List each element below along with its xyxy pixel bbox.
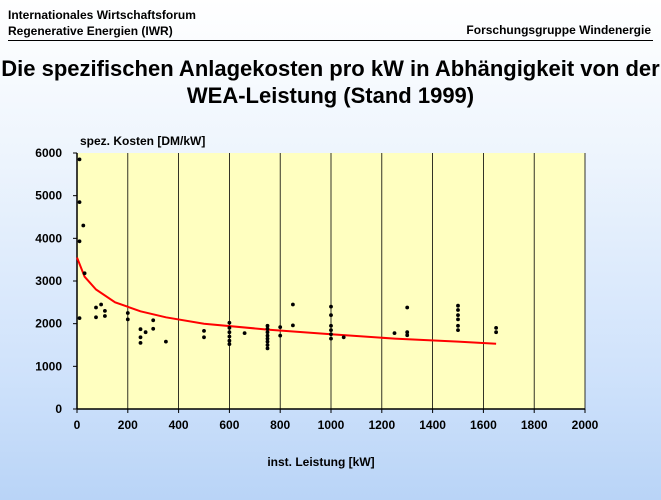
data-point: [94, 315, 98, 320]
data-point: [103, 314, 107, 318]
data-point: [265, 333, 270, 338]
data-point: [227, 338, 232, 343]
data-point: [456, 313, 460, 317]
data-point: [456, 328, 460, 332]
data-point: [291, 302, 295, 307]
data-point: [99, 302, 103, 307]
x-tick-label: 400: [169, 418, 189, 432]
x-tick-label: 2000: [572, 418, 599, 432]
data-point: [329, 323, 333, 328]
header-divider: [8, 40, 653, 41]
x-tick-label: 200: [118, 418, 138, 432]
data-point: [202, 329, 206, 333]
y-tick-label: 5000: [35, 189, 62, 203]
data-point: [227, 320, 232, 325]
data-point: [405, 333, 410, 338]
data-point: [278, 333, 283, 338]
data-point: [227, 326, 232, 330]
data-point: [494, 326, 498, 330]
x-tick-label: 1200: [368, 418, 395, 432]
x-tick-label: 800: [270, 418, 290, 432]
research-group-label: Forschungsgruppe Windenergie: [466, 23, 651, 37]
y-tick-labels: 0 1000 2000 3000 4000 5000 6000: [35, 146, 62, 416]
data-point: [456, 323, 460, 328]
data-point: [125, 311, 130, 315]
data-point: [265, 323, 270, 328]
x-tick-label: 1400: [419, 418, 446, 432]
data-point: [81, 223, 86, 228]
data-point: [456, 317, 460, 322]
y-tick-label: 1000: [35, 359, 62, 373]
data-point: [265, 336, 270, 341]
vertical-gridlines: [127, 153, 586, 409]
data-point: [265, 330, 270, 335]
x-tick-label: 600: [219, 418, 239, 432]
y-tick-label: 0: [55, 402, 62, 416]
data-point: [103, 309, 107, 313]
x-tick-label: 1000: [318, 418, 345, 432]
data-point: [494, 330, 498, 335]
data-point: [202, 335, 206, 340]
data-point: [227, 342, 232, 346]
data-point: [291, 323, 295, 328]
data-point: [151, 318, 156, 323]
data-point: [227, 334, 232, 339]
data-point: [456, 308, 460, 312]
data-point: [94, 305, 98, 310]
data-points: [77, 157, 498, 351]
data-point: [77, 239, 82, 244]
data-point: [341, 335, 346, 340]
data-point: [125, 317, 130, 322]
x-tick-labels: 0 200 400 600 800 1000 1200 1400 1600 1800 2000: [74, 418, 599, 432]
y-tick-label: 6000: [35, 146, 62, 160]
data-point: [265, 343, 270, 347]
slide-title-line2: WEA-Leistung (Stand 1999): [186, 83, 475, 108]
organization-name-line2: Regenerative Energien (IWR): [8, 24, 173, 38]
data-point: [405, 330, 410, 335]
data-point: [405, 305, 410, 310]
data-point: [138, 327, 143, 332]
x-tick-label: 0: [74, 418, 81, 432]
data-point: [392, 331, 397, 335]
data-point: [143, 330, 148, 335]
y-axis-label: spez. Kosten [DM/kW]: [80, 134, 205, 148]
slide-title: Die spezifischen Anlagekosten pro kW in …: [0, 55, 661, 109]
data-point: [329, 332, 333, 337]
y-tick-label: 3000: [35, 274, 62, 288]
data-point: [138, 335, 143, 340]
y-tick-label: 2000: [35, 317, 62, 331]
data-point: [265, 339, 270, 344]
data-point: [265, 326, 270, 331]
data-point: [265, 346, 270, 351]
data-point: [227, 330, 232, 335]
data-point: [164, 339, 168, 344]
data-point: [77, 200, 82, 205]
y-tick-label: 4000: [35, 231, 62, 245]
x-tick-label: 1800: [521, 418, 548, 432]
data-point: [242, 331, 247, 335]
data-point: [151, 326, 156, 331]
data-point: [82, 271, 87, 276]
organization-block: Internationales Wirtschaftsforum Regener…: [8, 7, 196, 39]
slide-title-line1: Die spezifischen Anlagekosten pro kW in …: [1, 56, 660, 81]
x-tick-label: 1600: [470, 418, 497, 432]
data-point: [138, 341, 143, 345]
data-point: [329, 304, 333, 309]
data-point: [77, 316, 82, 320]
data-point: [329, 336, 333, 341]
organization-name-line1: Internationales Wirtschaftsforum: [8, 8, 196, 22]
data-point: [456, 303, 460, 308]
data-point: [329, 313, 333, 317]
axes: [73, 152, 586, 413]
x-axis-label: inst. Leistung [kW]: [267, 455, 374, 469]
trend-line: [76, 257, 497, 345]
data-point: [278, 325, 283, 329]
data-point: [329, 328, 333, 332]
data-point: [77, 157, 82, 162]
